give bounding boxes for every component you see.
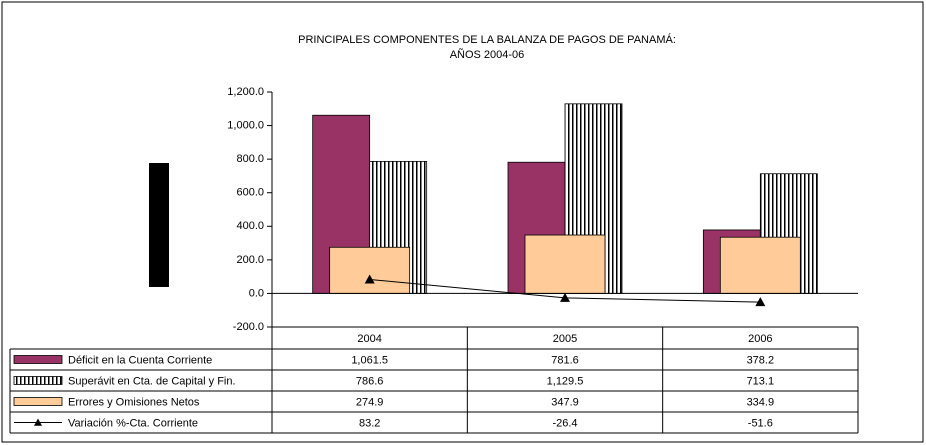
table-header: 2005	[553, 333, 577, 345]
y-tick-label: 1,200.0	[227, 86, 264, 98]
y-tick-label: 0.0	[249, 287, 264, 299]
table-value: 334.9	[747, 396, 775, 408]
bar	[524, 234, 606, 294]
legend-swatch	[13, 355, 63, 364]
table-value: 786.6	[356, 375, 384, 387]
table-value: 378.2	[747, 354, 775, 366]
line-marker	[755, 297, 766, 307]
table-value: 274.9	[356, 396, 384, 408]
table-value: 347.9	[551, 396, 579, 408]
y-tick-label: 1,000.0	[227, 119, 264, 131]
bar	[329, 246, 411, 294]
line-marker	[560, 292, 570, 302]
y-tick-label: 600.0	[236, 187, 264, 199]
table-value: -26.4	[552, 417, 577, 429]
table-value: 1,129.5	[547, 375, 584, 387]
table-value: 1,061.5	[351, 354, 388, 366]
table-value: 83.2	[359, 417, 380, 429]
table-header: 2004	[357, 333, 381, 345]
y-tick-label: 400.0	[236, 220, 264, 232]
table-value: 781.6	[551, 354, 579, 366]
table-header: 2006	[748, 333, 772, 345]
legend-label: Variación %-Cta. Corriente	[68, 417, 198, 429]
legend-label: Superávit en Cta. de Capital y Fin.	[68, 375, 236, 387]
y-tick-label: 800.0	[236, 153, 264, 165]
line-marker	[364, 274, 375, 284]
chart-subtitle: AÑOS 2004-06	[450, 48, 525, 61]
bar	[719, 236, 801, 294]
y-tick-label: -200.0	[233, 321, 264, 333]
y-tick-label: 200.0	[236, 254, 264, 266]
legend-label: Errores y Omisiones Netos	[68, 396, 200, 408]
legend-label: Déficit en la Cuenta Corriente	[68, 354, 212, 366]
table-value: -51.6	[748, 417, 773, 429]
table-value: 713.1	[747, 375, 775, 387]
legend-swatch	[13, 397, 63, 406]
legend-swatch	[34, 418, 42, 426]
legend-swatch	[13, 376, 63, 385]
axis-label-block	[149, 163, 169, 287]
chart-title: PRINCIPALES COMPONENTES DE LA BALANZA DE…	[298, 33, 676, 46]
